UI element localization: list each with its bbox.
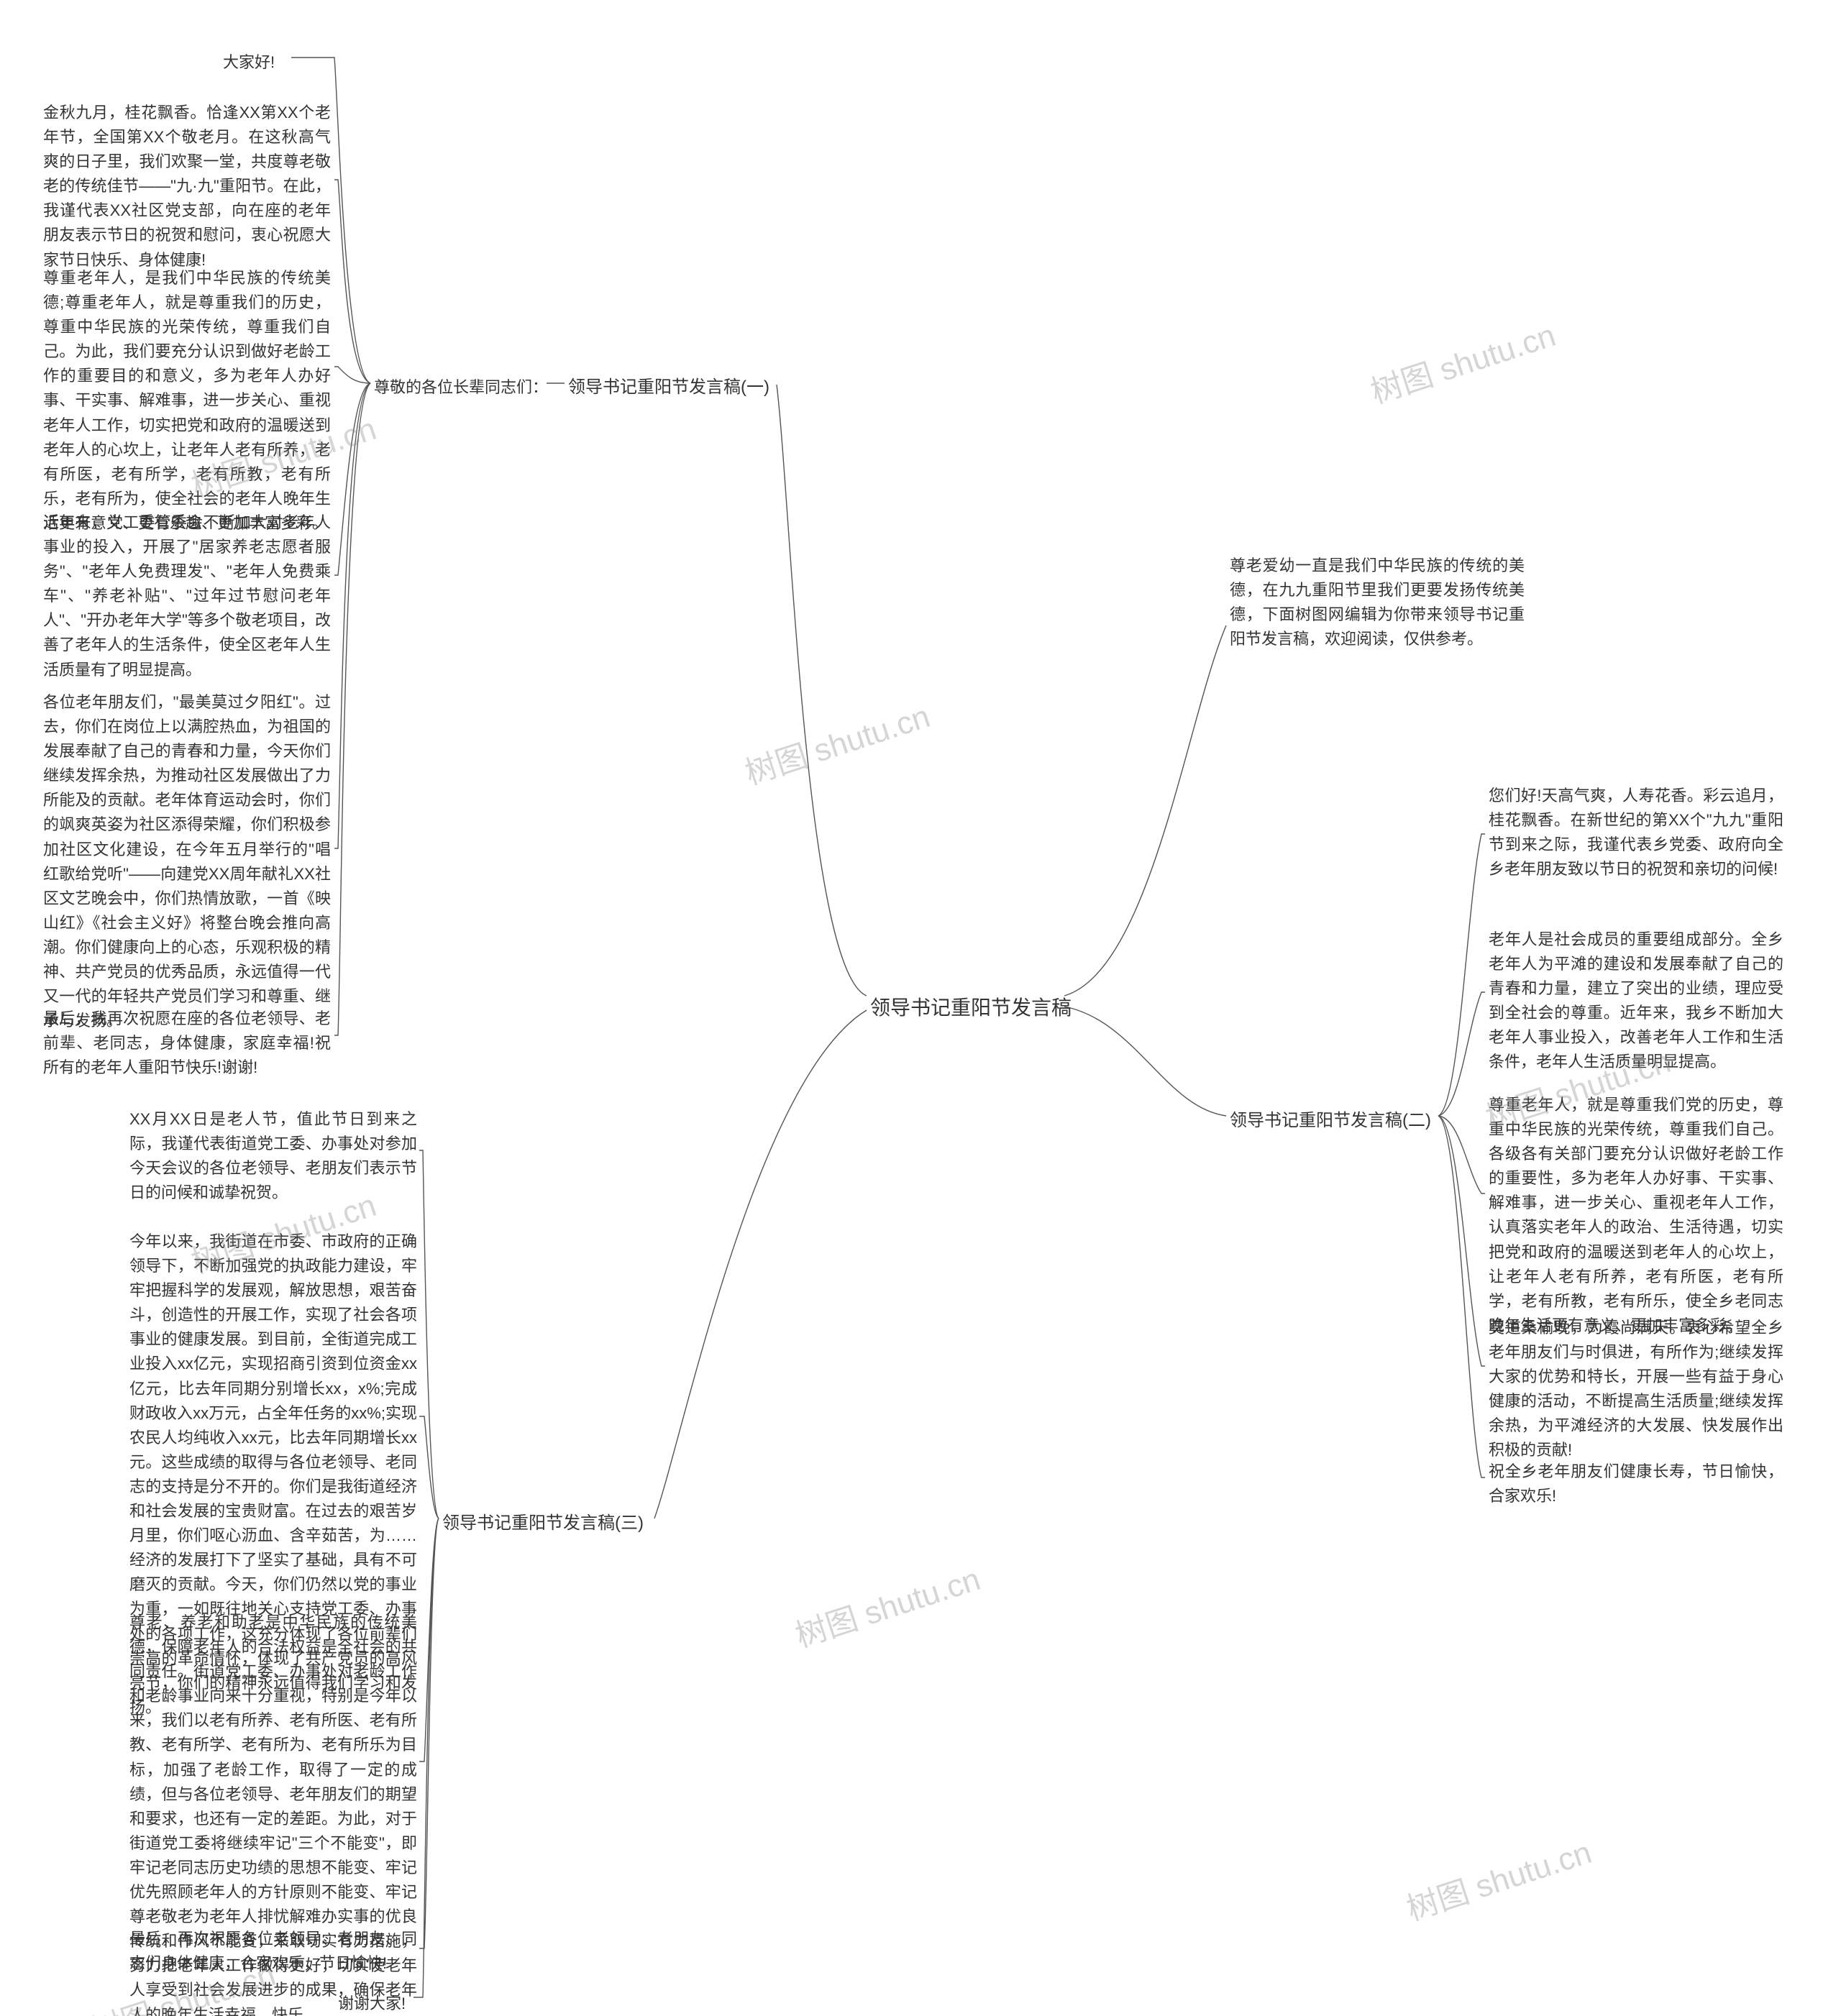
branch1-para-3: 各位老年朋友们，"最美莫过夕阳红"。过去，你们在岗位上以满腔热血，为祖国的发展奉… (43, 690, 331, 1033)
branch1-label: 领导书记重阳节发言稿(一) (568, 374, 769, 400)
branch1-para-1: 尊重老年人，是我们中华民族的传统美德;尊重老年人，就是尊重我们的历史，尊重中华民… (43, 266, 331, 536)
branch2-para-1: 老年人是社会成员的重要组成部分。全乡老年人为平滩的建设和发展奉献了自己的青春和力… (1489, 927, 1783, 1075)
branch2-label: 领导书记重阳节发言稿(二) (1230, 1107, 1431, 1134)
intro-text: 尊老爱幼一直是我们中华民族的传统的美德，在九九重阳节里我们更要发扬传统美德，下面… (1230, 554, 1525, 651)
branch2-para-0: 您们好!天高气爽，人寿花香。彩云追月，桂花飘香。在新世纪的第XX个"九九"重阳节… (1489, 784, 1783, 881)
branch3-para-0: XX月XX日是老人节，值此节日到来之际，我谨代表街道党工委、办事处对参加今天会议… (129, 1107, 417, 1205)
branch2-para-2: 尊重老年人，就是尊重我们党的历史，尊重中华民族的光荣传统，尊重我们自己。各级各有… (1489, 1093, 1783, 1338)
branch3-label: 领导书记重阳节发言稿(三) (442, 1510, 644, 1536)
branch1-para-2: 近年来，党工委管委会不断加大对老年人事业的投入，开展了"居家养老志愿者服务"、"… (43, 510, 331, 682)
center-node: 领导书记重阳节发言稿 (870, 992, 1072, 1023)
branch3-bottom: 谢谢大家! (338, 1992, 406, 2016)
branch2-para-4: 祝全乡老年朋友们健康长寿，节日愉快，合家欢乐! (1489, 1460, 1783, 1508)
branch2-para-3: 莫道桑榆晚，为霞尚满天。衷心希望全乡老年朋友们与时俱进，有所作为;继续发挥大家的… (1489, 1316, 1783, 1463)
branch3-para-3: 最后，再次祝愿各位老领导、老朋友、同志们身体健康，合家欢乐，节日愉快! (129, 1927, 417, 1976)
branch1-sublabel: 尊敬的各位长辈同志们： (374, 375, 548, 400)
branch1-para-0: 金秋九月，桂花飘香。恰逢XX第XX个老年节，全国第XX个敬老月。在这秋高气爽的日… (43, 101, 331, 272)
branch1-top: 大家好! (223, 50, 275, 75)
branch1-para-4: 最后，我再次祝愿在座的各位老领导、老前辈、老同志，身体健康，家庭幸福!祝所有的老… (43, 1007, 331, 1080)
